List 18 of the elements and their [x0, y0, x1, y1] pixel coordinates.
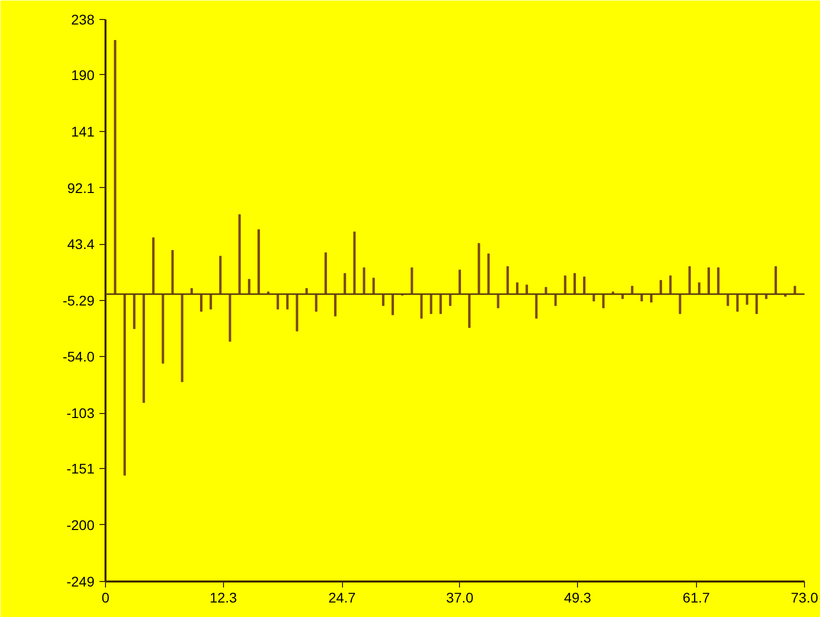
x-tick-label: 12.3	[210, 590, 238, 606]
x-tick-label: 49.3	[564, 590, 592, 606]
y-tick-label: -5.29	[62, 292, 95, 308]
x-tick-label: 0	[102, 590, 110, 606]
y-tick-label: -151	[66, 460, 95, 476]
y-tick-label: -200	[66, 516, 95, 533]
y-tick-label: -249	[66, 574, 95, 590]
y-tick-label: 238	[71, 12, 95, 28]
y-tick-label: 92.1	[67, 180, 95, 196]
x-tick-label: 61.7	[682, 590, 710, 606]
y-tick-label: 141	[71, 123, 95, 140]
y-tick-label: 43.4	[67, 236, 95, 252]
y-tick-label: -103	[66, 405, 95, 422]
y-tick-label: 190	[71, 66, 95, 83]
x-tick-label: 73.0	[790, 590, 818, 606]
y-tick-label: -54.0	[62, 348, 95, 364]
x-tick-label: 37.0	[446, 590, 474, 606]
x-tick-label: 24.7	[328, 590, 356, 606]
